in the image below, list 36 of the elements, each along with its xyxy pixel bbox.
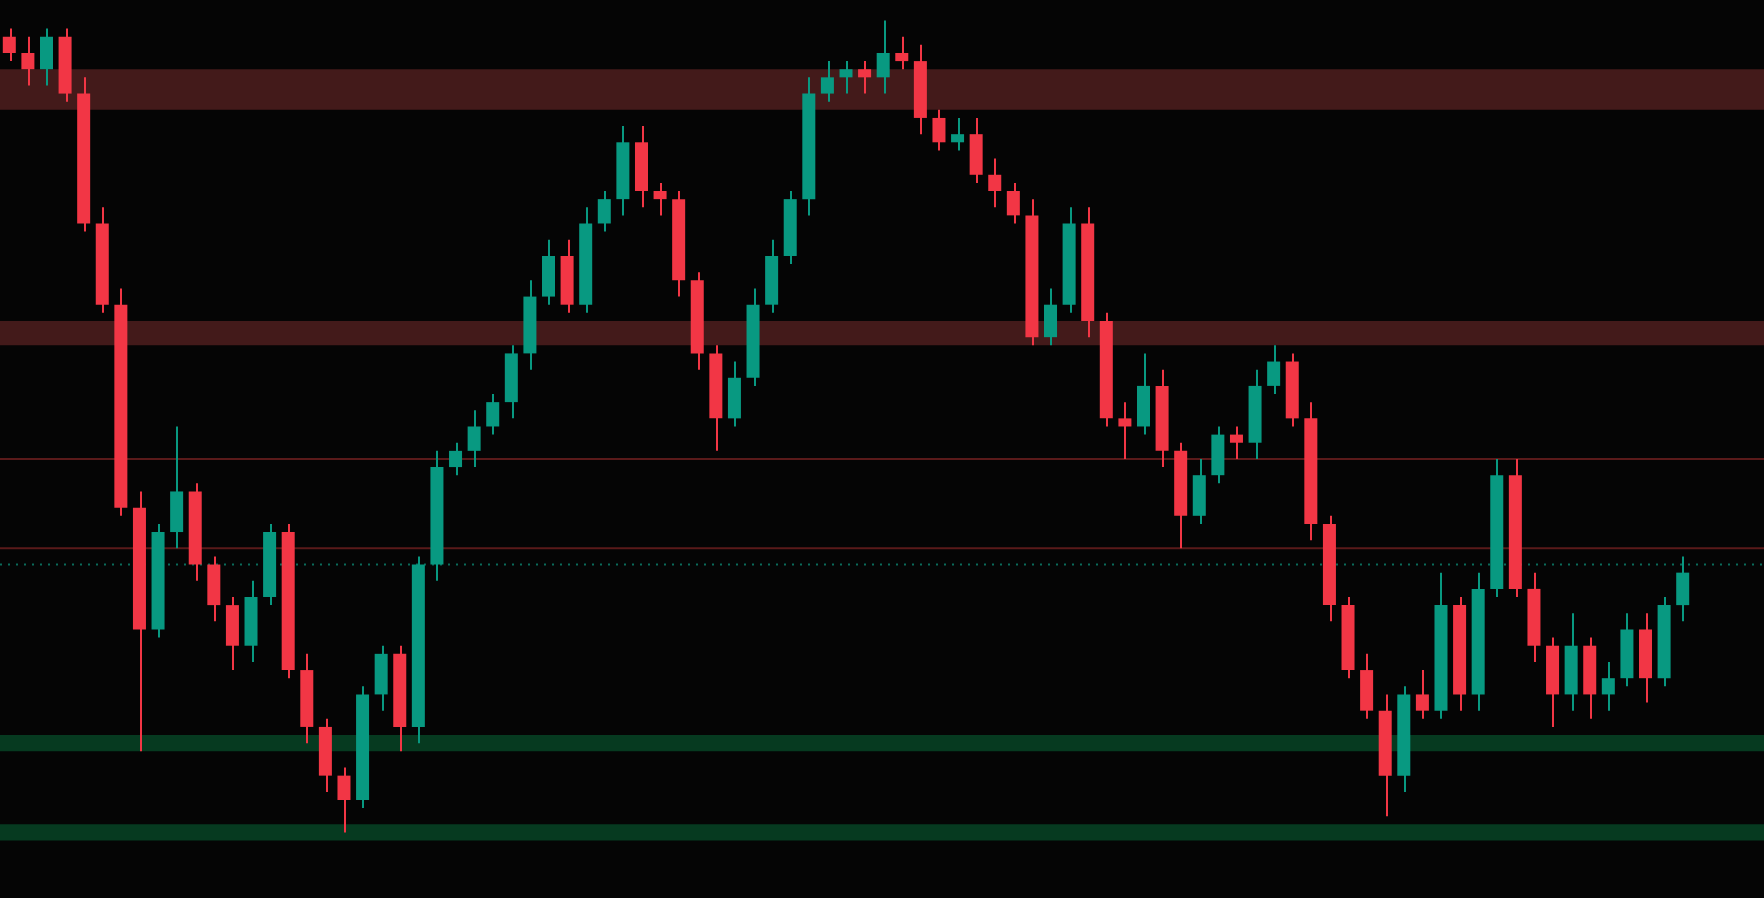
candlestick [39,27,53,87]
candlestick [1192,457,1206,525]
candlestick [820,60,834,103]
candlestick [727,360,741,428]
candlestick [876,19,890,95]
candlestick [969,116,983,184]
candlestick [1601,660,1615,712]
candlestick [207,555,221,623]
candlestick [653,181,667,217]
candlestick [1006,181,1020,225]
candlestick [21,35,35,87]
candlestick [337,766,351,834]
candlestick [895,35,909,71]
candlestick [1676,555,1690,623]
candlestick [858,60,872,95]
candlestick [1360,652,1374,720]
candlestick [170,425,184,550]
candlestick [1229,425,1243,460]
candlestick [1211,425,1225,485]
candlestick [1415,669,1429,720]
candlestick [449,441,463,477]
candlestick [486,393,500,436]
candlestick [225,596,239,672]
candlestick [1136,352,1150,436]
candlestick [988,157,1002,209]
candlestick [467,409,481,469]
candlestick [951,116,965,152]
candlestick [2,27,16,63]
candlestick [1267,344,1281,396]
candlestick [542,238,556,306]
candlestick [1044,287,1058,347]
candlestick [374,644,388,712]
candlestick [1118,401,1132,460]
candlestick [597,190,611,233]
candlestick [839,60,853,95]
candlestick [932,108,946,152]
